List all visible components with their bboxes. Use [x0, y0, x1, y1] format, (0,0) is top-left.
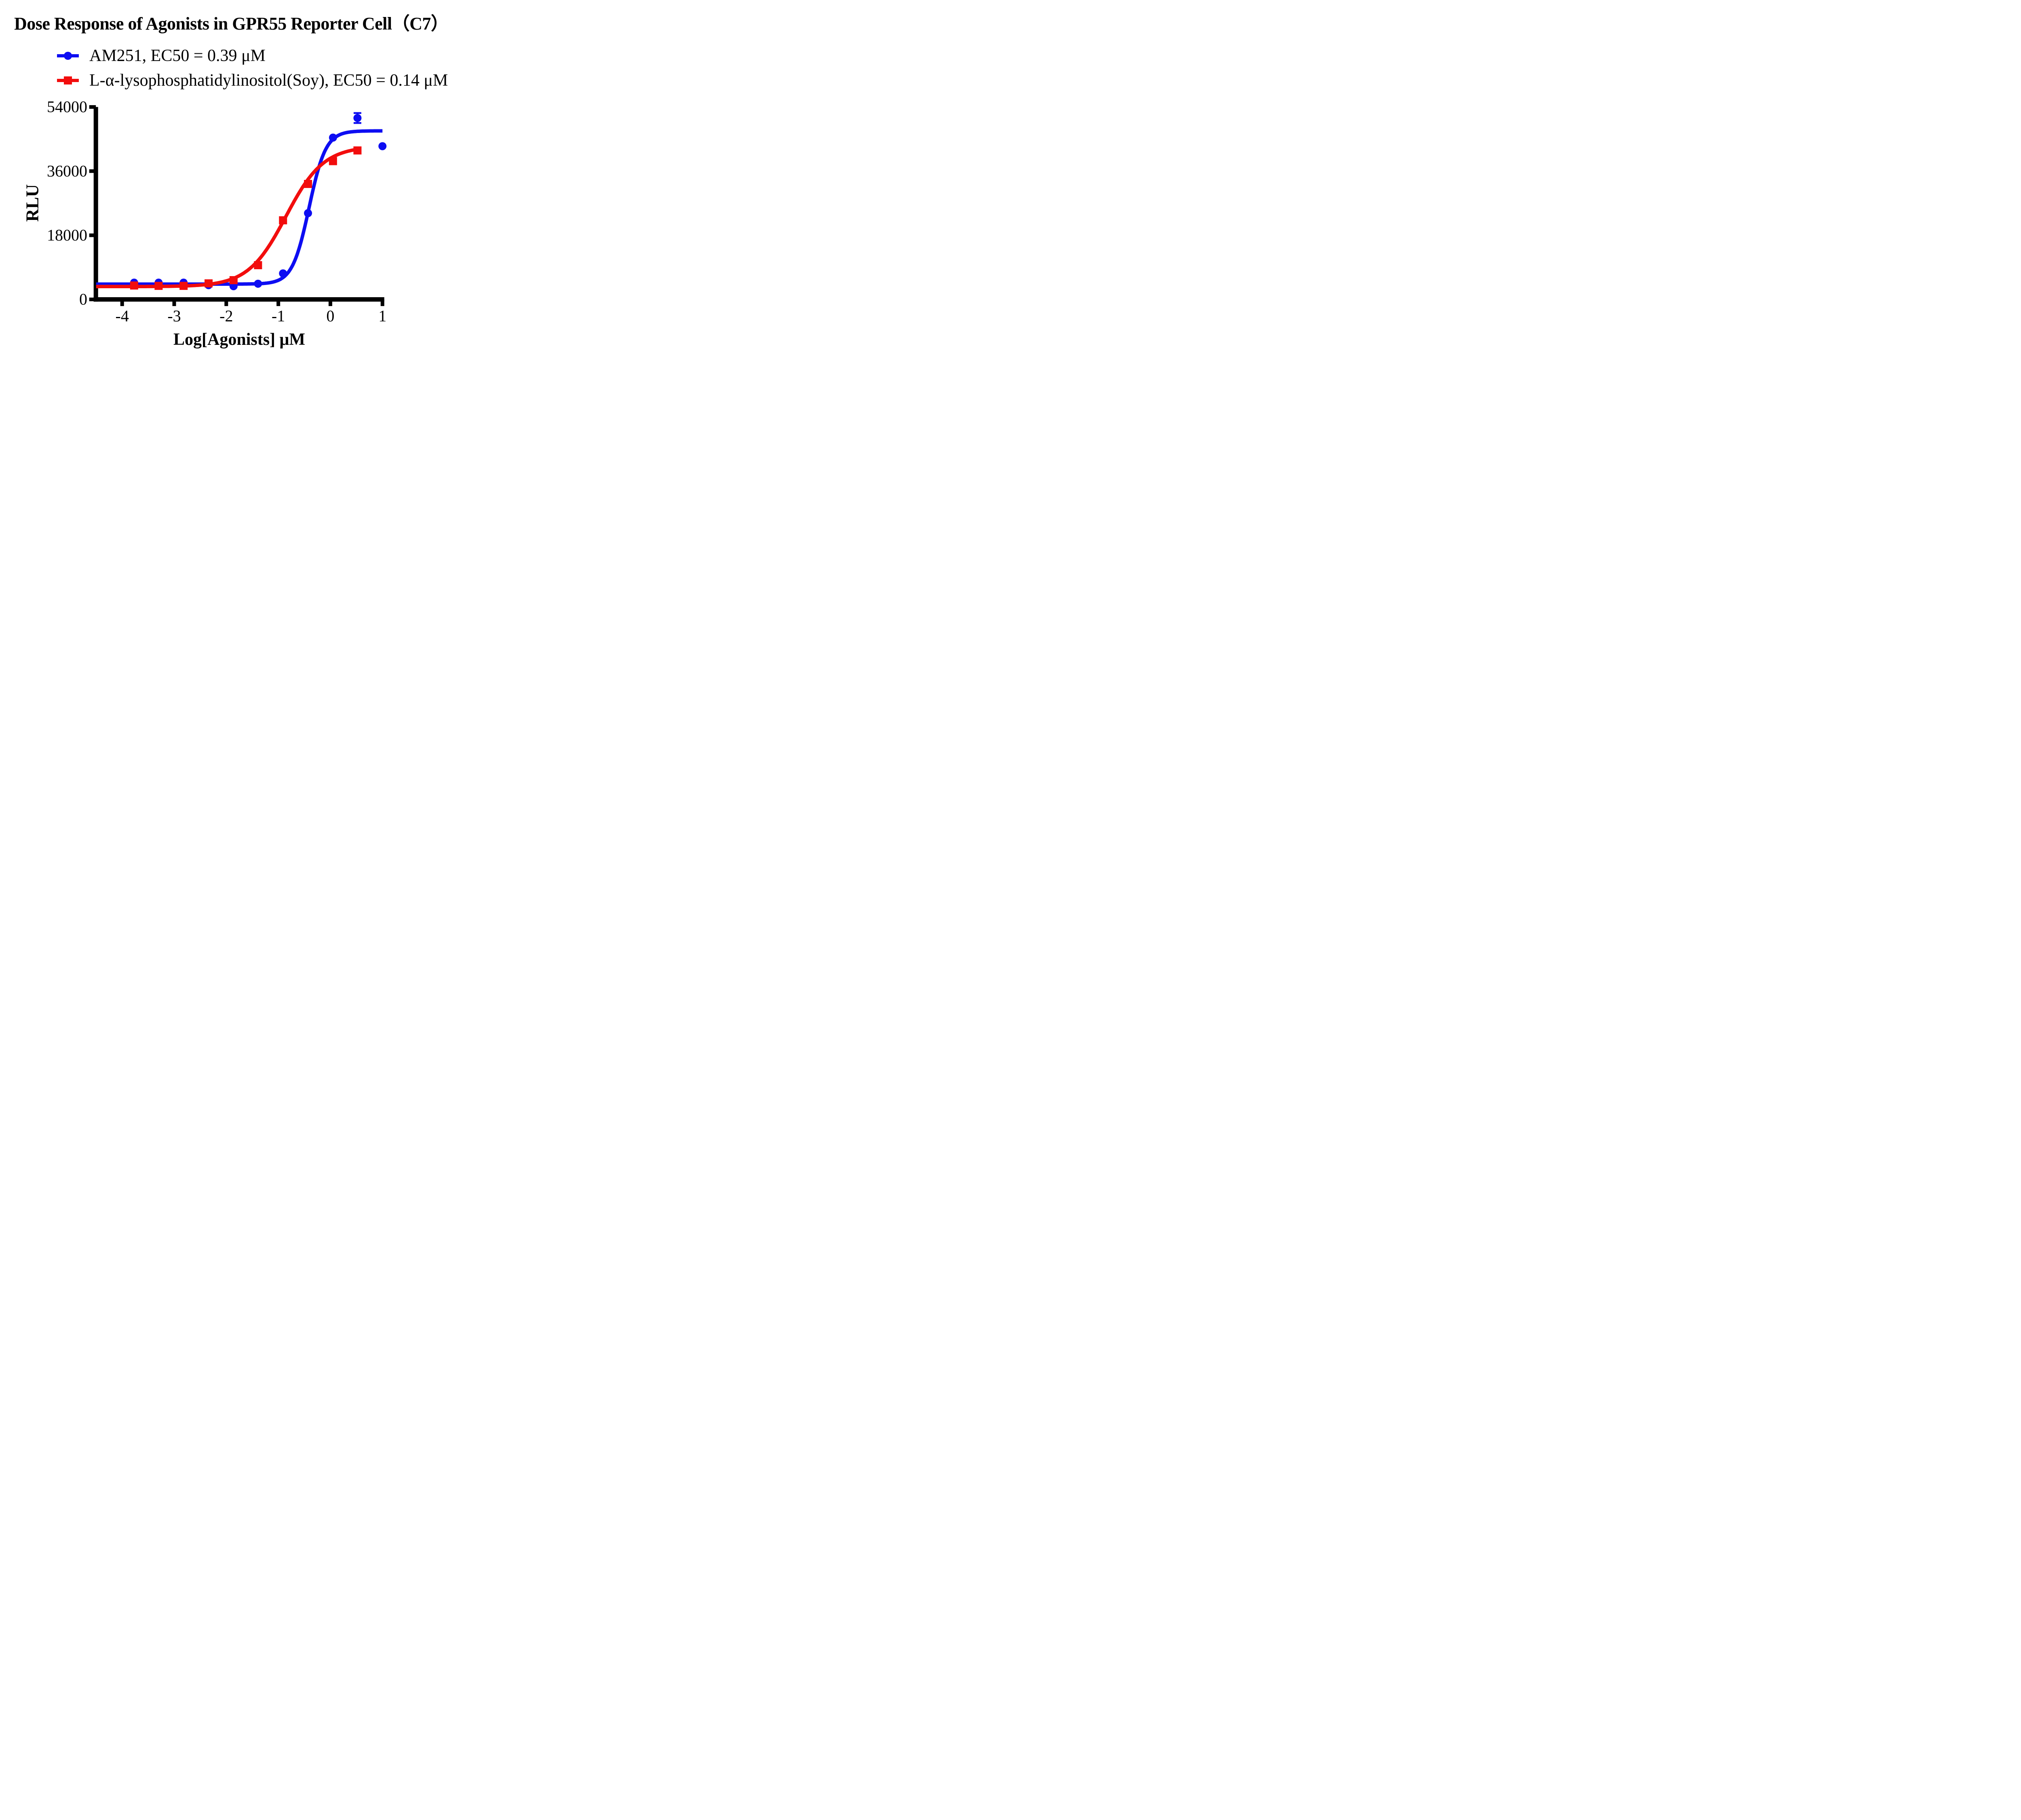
data-point-L-α-lysophosphatidylinositol(Soy): [304, 180, 312, 188]
tick-label-x: -2: [219, 307, 233, 325]
tick-label-x: 0: [326, 307, 334, 325]
legend-label-am251: AM251, EC50 = 0.39 μM: [89, 46, 266, 65]
data-point-L-α-lysophosphatidylinositol(Soy): [130, 281, 138, 290]
legend-marker-shape: [64, 52, 72, 60]
data-point-L-α-lysophosphatidylinositol(Soy): [205, 279, 213, 287]
legend-marker-glyph: [57, 52, 79, 60]
plot-svg: -4 -3 -2 -1 0 1 0 18000 36000 54000: [47, 98, 387, 325]
legend-marker-shape: [64, 76, 72, 84]
data-point-AM251: [254, 279, 262, 288]
data-point-L-α-lysophosphatidylinositol(Soy): [154, 282, 163, 290]
tick-label-x: -1: [272, 307, 285, 325]
legend-marker-square-icon: [57, 76, 79, 85]
tick-label-y: 18000: [47, 226, 87, 244]
data-point-AM251: [279, 269, 287, 278]
tick-label-y: 0: [79, 290, 87, 308]
legend-marker-glyph: [57, 76, 79, 84]
data-point-L-α-lysophosphatidylinositol(Soy): [229, 276, 238, 285]
tick-label-y: 54000: [47, 98, 87, 116]
fit-curve-1: [95, 147, 359, 289]
data-point-AM251: [329, 133, 337, 142]
data-point-L-α-lysophosphatidylinositol(Soy): [353, 146, 362, 155]
data-point-L-α-lysophosphatidylinositol(Soy): [329, 157, 337, 165]
data-point-AM251: [378, 142, 387, 150]
legend-label-lpi: L-α-lysophosphatidylinositol(Soy), EC50 …: [89, 71, 448, 90]
data-point-L-α-lysophosphatidylinositol(Soy): [179, 282, 188, 290]
tick-label-y: 36000: [47, 162, 87, 180]
chart-title: Dose Response of Agonists in GPR55 Repor…: [14, 14, 449, 34]
figure-canvas: Dose Response of Agonists in GPR55 Repor…: [0, 0, 478, 364]
x-axis-title: Log[Agonists] μM: [173, 330, 305, 349]
data-point-AM251: [353, 114, 362, 122]
legend-marker-circle-icon: [57, 51, 79, 61]
tick-label-x: 1: [378, 307, 386, 325]
tick-label-x: -3: [167, 307, 181, 325]
data-point-L-α-lysophosphatidylinositol(Soy): [279, 216, 287, 224]
data-point-AM251: [304, 209, 312, 217]
tick-label-x: -4: [116, 307, 129, 325]
data-point-L-α-lysophosphatidylinositol(Soy): [254, 261, 262, 269]
legend-item-am251: AM251, EC50 = 0.39 μM: [57, 46, 266, 65]
legend-item-lpi: L-α-lysophosphatidylinositol(Soy), EC50 …: [57, 71, 448, 90]
